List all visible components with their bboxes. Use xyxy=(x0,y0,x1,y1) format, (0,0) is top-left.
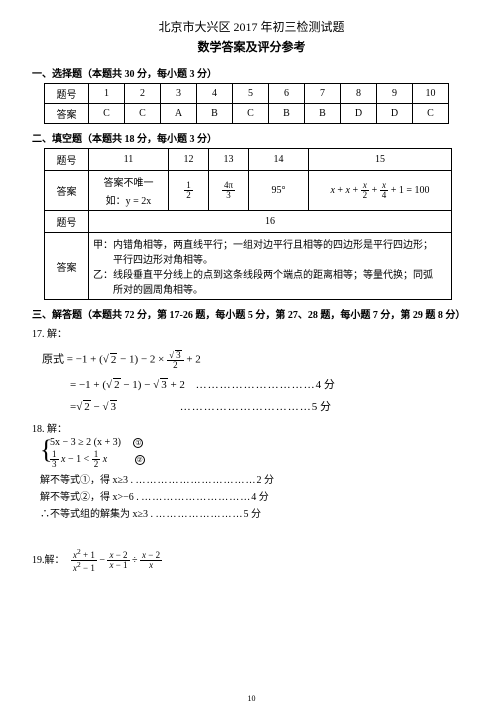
page-title-line1: 北京市大兴区 2017 年初三检测试题 xyxy=(32,18,471,35)
mc-col: 6 xyxy=(269,84,305,104)
fb-q16: 16 xyxy=(89,211,452,233)
q18-line-b: 解不等式②，得 x>−6 . …………………………4 分 xyxy=(40,488,471,503)
fb-row-label-q2: 题号 xyxy=(45,211,89,233)
mc-answer-table: 题号 1 2 3 4 5 6 7 8 9 10 答案 C C A B C B B… xyxy=(44,83,449,124)
fb-ans-15: x + x + x2 + x4 + 1 = 100 xyxy=(309,171,452,211)
fb-row-label-a: 答案 xyxy=(45,171,89,211)
fb-ans-16: 甲：内错角相等，两直线平行；一组对边平行且相等的四边形是平行四边形； 平行四边形… xyxy=(89,233,452,300)
mc-col: 10 xyxy=(413,84,449,104)
mc-ans: B xyxy=(269,104,305,124)
mc-ans: B xyxy=(305,104,341,124)
q17-label: 17. 解： xyxy=(32,325,471,340)
section1-heading: 一、选择题（本题共 30 分，每小题 3 分） xyxy=(32,65,471,80)
dots: …………………………… xyxy=(180,401,312,413)
section3-heading: 三、解答题（本题共 72 分，第 17-26 题，每小题 5 分，第 27、28… xyxy=(32,306,471,321)
mc-ans: C xyxy=(89,104,125,124)
q18-line-c: ∴不等式组的解集为 x≥3 . ……………………5 分 xyxy=(40,505,471,520)
mc-row-label-q: 题号 xyxy=(45,84,89,104)
ans16-l4: 所对的圆周角相等。 xyxy=(93,281,447,296)
q17-eq2: = −1 + (√2 − 1) − √3 + 2 …………………………4 分 xyxy=(70,376,471,392)
mc-ans: B xyxy=(197,104,233,124)
dots: ………………………… xyxy=(196,379,316,391)
eq1-mid: − 1) − 2 × xyxy=(117,354,167,366)
circled-1: ① xyxy=(133,438,143,448)
fb-ans-14: 95° xyxy=(249,171,309,211)
mc-col: 7 xyxy=(305,84,341,104)
q18-system: { 5x − 3 ≥ 2 (x + 3) ① 13 x − 1 < 12 x ② xyxy=(40,437,471,469)
fb-ans-13: 4π3 xyxy=(209,171,249,211)
mc-col: 3 xyxy=(161,84,197,104)
fb-q: 12 xyxy=(169,149,209,171)
fb-ans-12: 12 xyxy=(169,171,209,211)
page-title-line2: 数学答案及评分参考 xyxy=(32,38,471,55)
sys1: 5x − 3 ≥ 2 (x + 3) xyxy=(50,437,121,448)
ans16-l2: 平行四边形对角相等。 xyxy=(93,251,447,266)
score-4b: 4 分 xyxy=(251,492,269,503)
title1-year: 2017 xyxy=(234,20,258,34)
mc-col: 5 xyxy=(233,84,269,104)
q19-label: 19.解： x2 + 1x2 − 1 − x − 2x − 1 ÷ x − 2x xyxy=(32,548,471,573)
section2-heading: 二、填空题（本题共 18 分，每小题 3 分） xyxy=(32,130,471,145)
mc-ans: C xyxy=(413,104,449,124)
q18-line-a: 解不等式①，得 x≥3 . ……………………………2 分 xyxy=(40,471,471,486)
q19-label-text: 19.解： xyxy=(32,555,65,566)
frac-d: 3 xyxy=(222,191,235,200)
fb-row-label-q: 题号 xyxy=(45,149,89,171)
fb-ans-11: 答案不唯一 如：y = 2x xyxy=(89,171,169,211)
mc-col: 1 xyxy=(89,84,125,104)
q17-eq3: =√2 − √3 ……………………………5 分 xyxy=(70,398,471,414)
line-c-text: ∴不等式组的解集为 x≥3 . xyxy=(40,509,153,520)
frac-d: 2 xyxy=(184,191,193,200)
fb-q: 15 xyxy=(309,149,452,171)
ans16-l1: 甲：内错角相等，两直线平行；一组对边平行且相等的四边形是平行四边形； xyxy=(93,236,447,251)
page-number: 10 xyxy=(0,694,503,703)
mc-ans: C xyxy=(125,104,161,124)
fb-ans-11a: 答案不唯一 xyxy=(93,174,164,189)
title1-prefix: 北京市大兴区 xyxy=(158,20,233,34)
line-b-text: 解不等式②，得 x>−6 . xyxy=(40,492,139,503)
fb-q: 11 xyxy=(89,149,169,171)
eq1-post: + 2 xyxy=(184,354,201,366)
mc-ans: D xyxy=(377,104,413,124)
circled-2: ② xyxy=(135,455,145,465)
score-5b: 5 分 xyxy=(244,509,262,520)
dots: ………………………… xyxy=(141,492,251,503)
fb-ans-15-eq: = 100 xyxy=(404,185,430,196)
fb-q: 14 xyxy=(249,149,309,171)
score-5: 5 分 xyxy=(312,401,331,413)
eq2-pre: = −1 + ( xyxy=(70,379,106,391)
mc-col: 8 xyxy=(341,84,377,104)
line-a-text: 解不等式①，得 x≥3 . xyxy=(40,475,133,486)
fb-row-label-a2: 答案 xyxy=(45,233,89,300)
mc-col: 2 xyxy=(125,84,161,104)
q18-label: 18. 解： xyxy=(32,420,471,435)
q17-eq1: 原式 = −1 + (√2 − 1) − 2 × √32 + 2 xyxy=(42,350,471,370)
dots: …………………… xyxy=(156,509,244,520)
score-2: 2 分 xyxy=(257,475,275,486)
mc-col: 4 xyxy=(197,84,233,104)
ans16-l3: 乙：线段垂直平分线上的点到这条线段两个端点的距离相等；等量代换；同弧 xyxy=(93,266,447,281)
mc-ans: C xyxy=(233,104,269,124)
fb-ans-11b: 如：y = 2x xyxy=(106,196,152,207)
dots: …………………………… xyxy=(136,475,257,486)
eq2-mid: − 1) − xyxy=(121,379,154,391)
mc-row-label-a: 答案 xyxy=(45,104,89,124)
brace-icon: { xyxy=(40,437,52,463)
title1-suffix: 年初三检测试题 xyxy=(258,20,345,34)
score-4: 4 分 xyxy=(316,379,335,391)
mc-ans: A xyxy=(161,104,197,124)
eq1-pre: 原式 = −1 + ( xyxy=(42,354,103,366)
eq2-post: + 2 xyxy=(168,379,185,391)
mc-ans: D xyxy=(341,104,377,124)
fill-blank-table: 题号 11 12 13 14 15 答案 答案不唯一 如：y = 2x 12 4… xyxy=(44,148,452,300)
fb-q: 13 xyxy=(209,149,249,171)
q19-expr: x2 + 1x2 − 1 − x − 2x − 1 ÷ x − 2x xyxy=(71,555,162,566)
eq3-mid: − xyxy=(91,401,103,413)
mc-col: 9 xyxy=(377,84,413,104)
